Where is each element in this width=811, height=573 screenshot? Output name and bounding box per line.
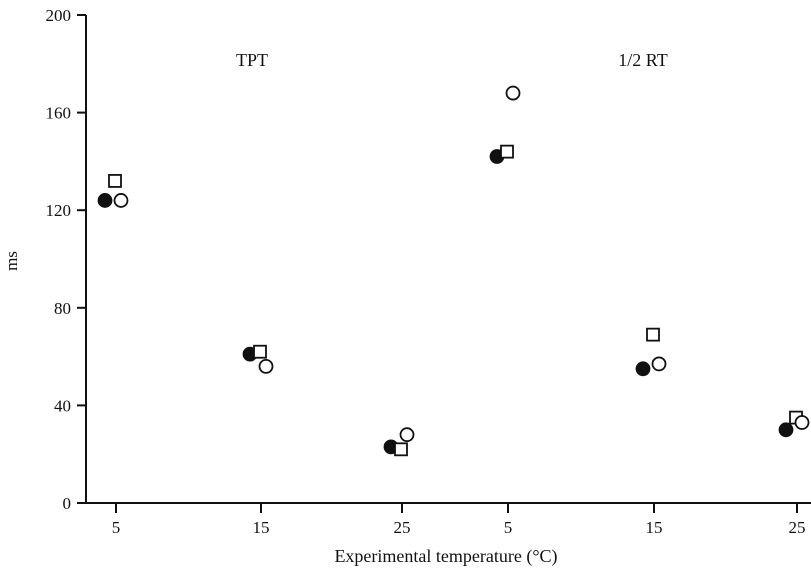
y-axis-label: ms [2, 251, 21, 271]
x-tick-label: 15 [253, 518, 270, 537]
data-point-open-circle [651, 356, 667, 372]
data-point-filled-circle [635, 361, 651, 377]
data-point-open-circle [399, 427, 415, 443]
data-point-open-circle [794, 415, 810, 430]
data-point-open-circle [258, 358, 274, 374]
data-point-filled-circle [778, 422, 794, 438]
x-tick-label: 5 [112, 518, 121, 537]
y-tick-label: 0 [63, 494, 72, 513]
x-axis-label: Experimental temperature (°C) [334, 546, 557, 567]
data-point-open-circle [113, 193, 129, 208]
y-tick-label: 200 [46, 6, 72, 25]
x-tick-label: 5 [504, 518, 513, 537]
x-tick-label: 25 [394, 518, 411, 537]
y-tick-label: 160 [46, 104, 72, 123]
data-point-square [646, 327, 660, 342]
x-tick-label: 25 [789, 518, 806, 537]
y-tick-label: 80 [54, 299, 71, 318]
data-point-square [253, 344, 267, 359]
data-point-square [108, 174, 122, 188]
panel-label-half-rt: 1/2 RT [618, 50, 667, 70]
panel-label-tpt: TPT [236, 50, 268, 70]
data-point-square [500, 144, 514, 159]
data-point-square [394, 442, 408, 457]
y-tick-label: 120 [46, 201, 72, 220]
y-tick-label: 40 [54, 396, 71, 415]
x-tick-label: 15 [646, 518, 663, 537]
data-point-open-circle [505, 85, 521, 101]
data-point-filled-circle [97, 193, 113, 208]
